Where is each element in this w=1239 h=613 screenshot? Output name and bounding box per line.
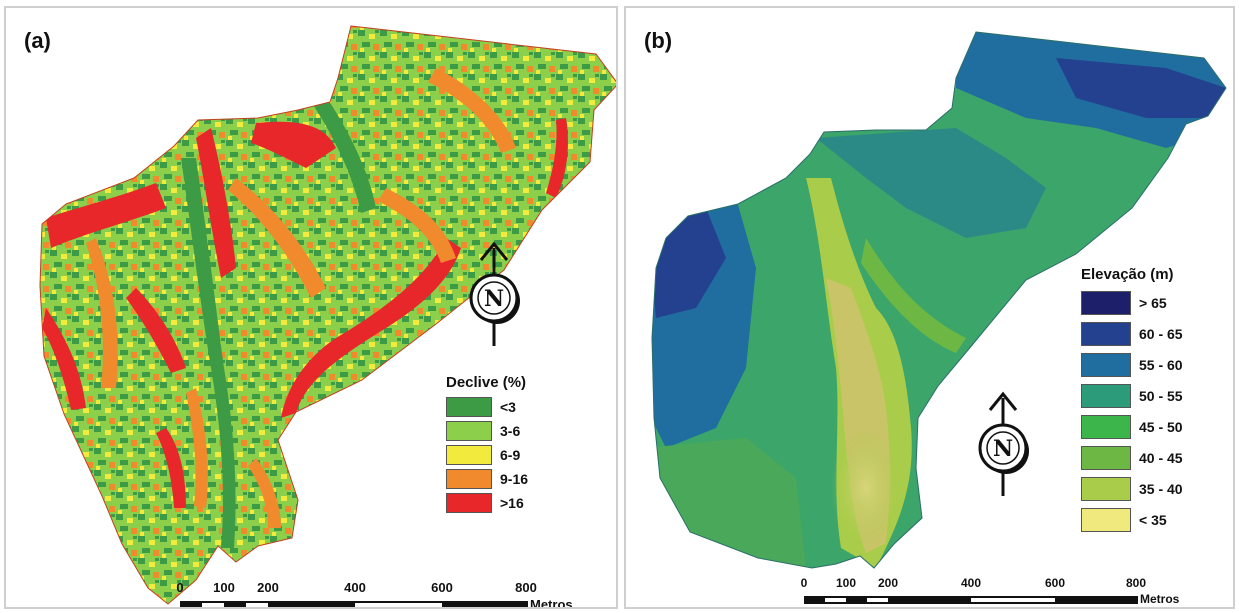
legend-label: <3 [500, 399, 516, 415]
scale-tick: 600 [1044, 576, 1066, 590]
scale-tick: 0 [800, 576, 808, 590]
legend-item: 35 - 40 [1081, 473, 1183, 504]
legend-label: 9-16 [500, 471, 529, 487]
legend-swatch [1081, 445, 1131, 470]
legend-label: 55 - 60 [1139, 356, 1183, 373]
legend-item: < 35 [1081, 504, 1183, 535]
legend-swatch [446, 445, 492, 465]
legend-item: 55 - 60 [1081, 349, 1183, 380]
legend-swatch [1081, 414, 1131, 439]
scale-labels-b: 0 100 200 400 600 800 [626, 576, 1233, 596]
slope-map-canvas: N [39, 25, 616, 607]
legend-swatch [446, 397, 492, 417]
legend-label: 35 - 40 [1139, 480, 1183, 497]
scale-tick: 200 [257, 580, 279, 595]
legend-label: 3-6 [500, 423, 521, 439]
legend-swatch [1081, 290, 1131, 315]
panel-a-slope-map: N (a) 0 100 200 400 600 800 Metros Decli… [4, 6, 618, 609]
legend-item: <3 [446, 395, 528, 419]
legend-swatch [1081, 383, 1131, 408]
panel-b-label: (b) [644, 28, 673, 53]
scale-tick: 400 [344, 580, 366, 595]
scale-tick: 100 [835, 576, 857, 590]
legend-label: 40 - 45 [1139, 449, 1183, 466]
scale-tick: 600 [431, 580, 453, 595]
study-area-outline [651, 31, 1227, 569]
north-arrow-icon: N [978, 391, 1029, 496]
scale-tick: 100 [213, 580, 235, 595]
legend-item: > 65 [1081, 287, 1183, 318]
legend-swatch [446, 421, 492, 441]
legend-label: 50 - 55 [1139, 387, 1183, 404]
legend-swatch [446, 493, 492, 513]
scale-unit-b: Metros [1140, 592, 1180, 606]
north-letter: N [484, 286, 504, 312]
legend-swatch [1081, 352, 1131, 377]
legend-swatch [1081, 321, 1131, 346]
legend-item: 60 - 65 [1081, 318, 1183, 349]
legend-swatch [446, 469, 492, 489]
scale-bar [180, 601, 528, 607]
legend-item: 6-9 [446, 443, 528, 467]
slope-classes [40, 26, 616, 604]
legend-item: 45 - 50 [1081, 411, 1183, 442]
legend-title: Declive (%) [446, 374, 527, 391]
legend-label: 45 - 50 [1139, 418, 1183, 435]
scale-tick: 400 [960, 576, 982, 590]
scale-labels-a: 0 100 200 400 600 800 [6, 580, 616, 600]
legend-item: >16 [446, 491, 528, 515]
legend-label: >16 [500, 495, 524, 511]
legend-title: Elevação (m) [1081, 266, 1174, 283]
scale-bar [804, 596, 1138, 604]
elevation-legend: Elevação (m) > 65 60 - 65 55 - 60 50 - 5… [1081, 266, 1183, 535]
scale-tick: 0 [176, 580, 184, 595]
legend-swatch [1081, 507, 1131, 532]
legend-label: > 65 [1139, 294, 1167, 311]
scale-tick: 800 [1125, 576, 1147, 590]
study-area-outline [39, 25, 616, 605]
slope-legend: Declive (%) <3 3-6 6-9 9-16 >16 [446, 374, 528, 515]
legend-item: 3-6 [446, 419, 528, 443]
north-arrow-icon: N [469, 241, 520, 346]
legend-label: < 35 [1139, 511, 1167, 528]
legend-label: 6-9 [500, 447, 521, 463]
north-letter: N [993, 436, 1013, 462]
scale-tick: 200 [877, 576, 899, 590]
scale-tick: 800 [515, 580, 537, 595]
legend-item: 50 - 55 [1081, 380, 1183, 411]
legend-swatch [1081, 476, 1131, 501]
scale-unit-a: Metros [530, 597, 573, 609]
legend-item: 40 - 45 [1081, 442, 1183, 473]
legend-label: 60 - 65 [1139, 325, 1183, 342]
panel-b-elevation-map: N (b) 0 100 200 400 600 800 Metros Eleva… [624, 6, 1235, 609]
legend-item: 9-16 [446, 467, 528, 491]
panel-a-label: (a) [24, 28, 51, 53]
